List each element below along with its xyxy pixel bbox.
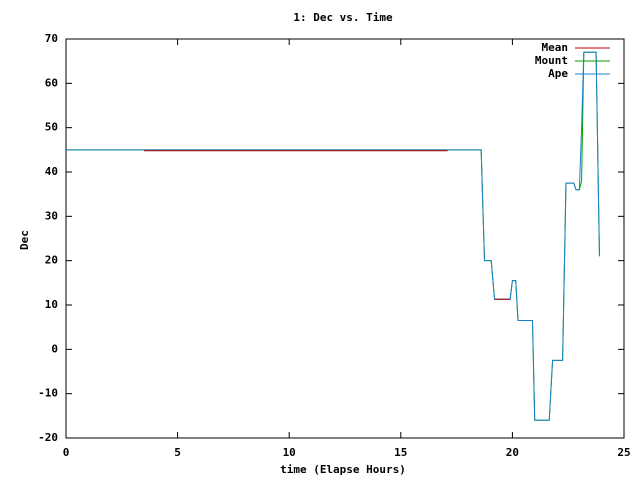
x-tick-label: 25 <box>617 446 630 459</box>
plot-frame <box>65 38 625 439</box>
y-tick-label: 40 <box>45 165 58 178</box>
y-tick-label: -20 <box>38 431 58 444</box>
legend-label: Mount <box>535 54 568 67</box>
x-tick-label: 5 <box>174 446 181 459</box>
x-tick-label: 0 <box>63 446 70 459</box>
legend-label: Mean <box>542 41 569 54</box>
y-tick-label: 20 <box>45 254 58 267</box>
y-tick-label: 30 <box>45 209 58 222</box>
x-axis-label: time (Elapse Hours) <box>280 463 406 476</box>
y-tick-label: 10 <box>45 298 58 311</box>
y-tick-label: 70 <box>45 32 58 45</box>
legend-label: Ape <box>548 67 568 80</box>
y-tick-label: 50 <box>45 121 58 134</box>
x-tick-label: 20 <box>506 446 519 459</box>
data-line <box>66 51 600 421</box>
x-tick-label: 10 <box>283 446 296 459</box>
y-tick-label: 0 <box>51 342 58 355</box>
data-line <box>66 51 600 421</box>
y-axis-label: Dec <box>18 230 31 250</box>
x-tick-label: 15 <box>394 446 407 459</box>
chart-title: 1: Dec vs. Time <box>293 11 393 24</box>
y-tick-label: 60 <box>45 76 58 89</box>
y-tick-label: -10 <box>38 387 58 400</box>
